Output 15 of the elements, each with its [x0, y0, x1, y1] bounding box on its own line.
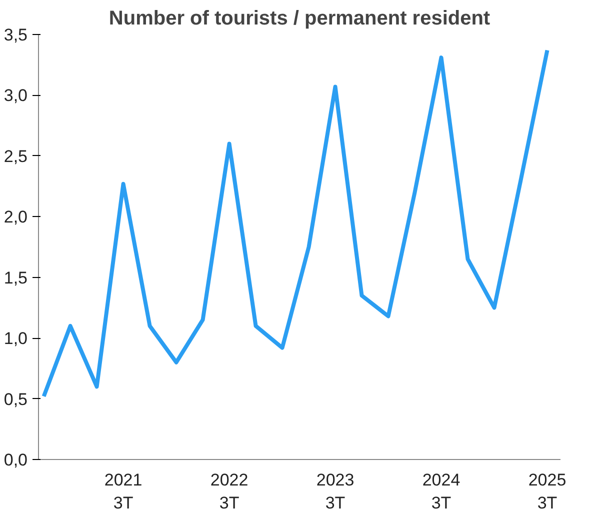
x-tick-label: 2024 3T [422, 470, 460, 512]
x-tick-label: 2022 3T [210, 470, 248, 512]
line-series [42, 48, 550, 398]
y-tick-label: 2,5 [4, 146, 28, 166]
chart-title: Number of tourists / permanent resident [108, 8, 490, 30]
y-tick-label: 1,0 [4, 329, 28, 348]
x-tick-label: 2021 3T [104, 470, 142, 512]
y-tick-label: 2,0 [4, 208, 28, 227]
y-tick-label: 0,5 [4, 390, 28, 409]
x-tick-label: 2025 3T [528, 470, 566, 512]
y-tick-label: 3,5 [4, 26, 28, 44]
y-tick-label: 1,5 [4, 268, 28, 288]
x-tick-label: 2023 3T [316, 470, 354, 512]
y-tick-label: 3,0 [4, 86, 28, 106]
y-tick-label: 0,0 [4, 450, 28, 470]
